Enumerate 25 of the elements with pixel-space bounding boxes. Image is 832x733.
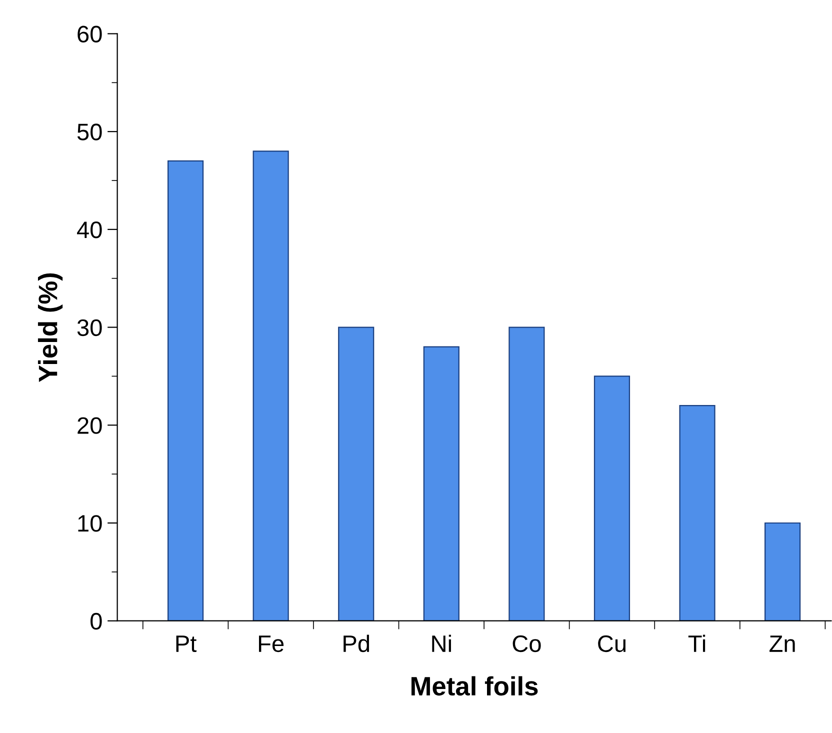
- x-tick-label: Zn: [770, 636, 795, 652]
- bar: [423, 346, 460, 621]
- bar: [508, 326, 545, 621]
- x-tick-label: Pd: [344, 634, 370, 652]
- x-tick-label: Cu: [598, 635, 626, 652]
- y-tick-label: 30: [77, 319, 102, 336]
- y-tick-label: 20: [78, 417, 102, 434]
- bar: [168, 160, 204, 621]
- y-tick-label: 60: [78, 26, 102, 43]
- y-tick-label: 40: [77, 221, 102, 238]
- x-tick-label: Ti: [688, 634, 706, 652]
- x-tick-label: Fe: [258, 636, 284, 652]
- bar: [338, 326, 374, 621]
- y-axis-title: Yield (%): [38, 273, 63, 382]
- x-tick-label: Ni: [432, 634, 451, 652]
- bar: [252, 150, 289, 621]
- x-axis-title: Metal foils: [411, 676, 538, 696]
- bar: [594, 376, 630, 621]
- bar: [679, 405, 716, 621]
- y-tick-label: 0: [90, 612, 102, 630]
- x-tick-label: Co: [512, 635, 541, 652]
- x-tick-label: Pt: [176, 636, 197, 652]
- y-tick-label: 10: [78, 515, 102, 532]
- bar: [764, 522, 801, 621]
- y-tick-label: 50: [77, 124, 102, 140]
